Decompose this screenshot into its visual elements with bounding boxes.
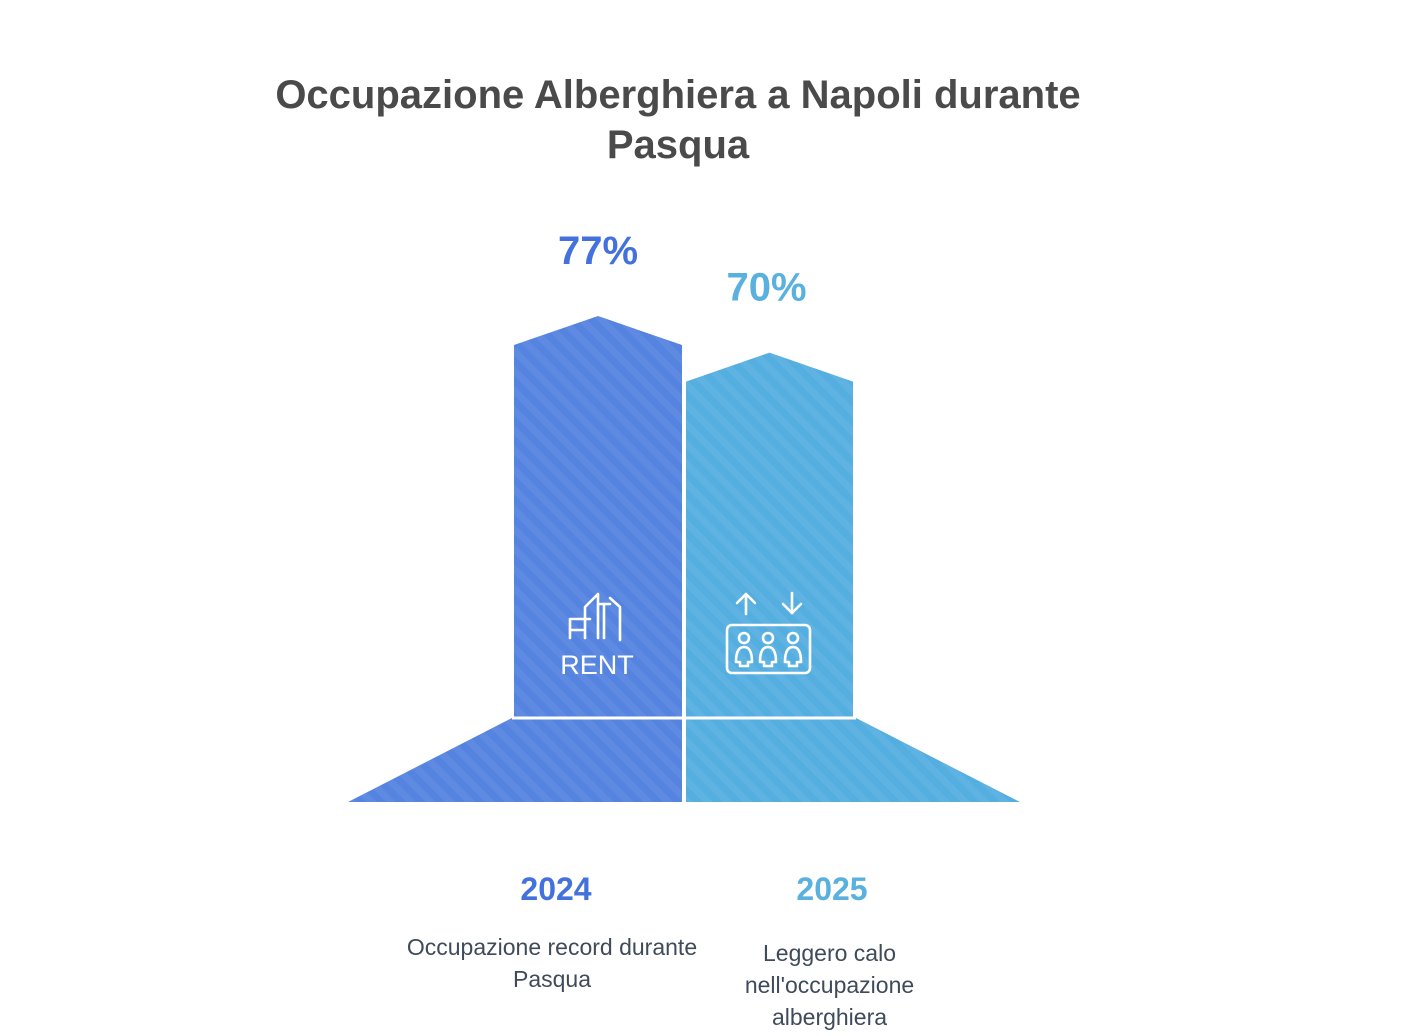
description-2024: Occupazione record durante Pasqua (406, 934, 698, 992)
description-2025: Leggero calo nell'occupazione alberghier… (744, 940, 915, 1030)
category-label-2024: 2024 (520, 871, 591, 907)
rent-sign-icon: RENT (560, 592, 634, 680)
category-label-2025: 2025 (796, 871, 867, 907)
value-label-2024: 77% (558, 229, 638, 273)
value-label-2025: 70% (726, 266, 806, 310)
base-2024-texture (348, 718, 682, 802)
chart-title: Occupazione Alberghiera a Napoli durante… (275, 73, 1081, 167)
rent-sign-text: RENT (560, 650, 634, 680)
bar-2025-texture (686, 352, 853, 718)
bar-2024-texture (514, 316, 682, 718)
elevator-icon (725, 591, 812, 675)
base-2025-texture (686, 718, 1020, 802)
